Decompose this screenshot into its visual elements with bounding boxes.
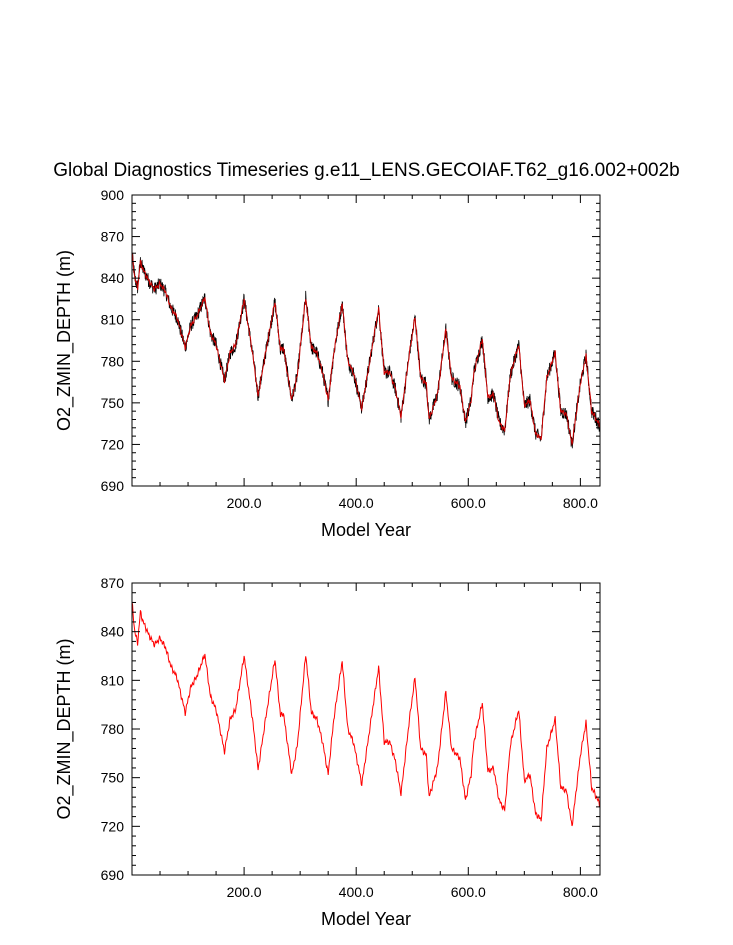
- x-tick-label: 800.0: [563, 495, 598, 511]
- y-tick-label: 870: [101, 229, 125, 245]
- y-axis-title: O2_ZMIN_DEPTH (m): [54, 638, 75, 819]
- chart-title: Global Diagnostics Timeseries g.e11_LENS…: [53, 160, 680, 181]
- y-tick-label: 720: [101, 436, 125, 452]
- series-line-monthly: [132, 251, 600, 449]
- x-tick-label: 400.0: [339, 495, 374, 511]
- y-axis-title: O2_ZMIN_DEPTH (m): [54, 250, 75, 431]
- y-tick-label: 840: [101, 624, 125, 640]
- x-tick-label: 400.0: [339, 884, 374, 900]
- x-tick-label: 600.0: [451, 495, 486, 511]
- y-tick-label: 810: [101, 672, 125, 688]
- series-line-annual-mean: [132, 252, 600, 446]
- x-tick-label: 200.0: [227, 495, 262, 511]
- x-axis-title: Model Year: [321, 520, 411, 540]
- x-axis-title: Model Year: [321, 909, 411, 929]
- x-tick-label: 600.0: [451, 884, 486, 900]
- y-tick-label: 870: [101, 575, 125, 591]
- plot-frame: [131, 194, 601, 487]
- y-tick-label: 810: [101, 312, 125, 328]
- y-tick-label: 690: [101, 867, 125, 883]
- top-panel: 200.0 400.0 600.0 800.0 690 720 750 780 810 840 87…: [54, 187, 601, 540]
- y-tick-label: 780: [101, 353, 125, 369]
- x-tick-label: 800.0: [563, 884, 598, 900]
- y-tick-label: 720: [101, 818, 125, 834]
- y-tick-label: 780: [101, 721, 125, 737]
- y-tick-label: 750: [101, 395, 125, 411]
- series-line-annual-mean: [132, 601, 600, 827]
- y-tick-label: 750: [101, 770, 125, 786]
- x-tick-label: 200.0: [227, 884, 262, 900]
- y-tick-label: 840: [101, 270, 125, 286]
- plot-frame: [131, 582, 601, 876]
- y-tick-label: 690: [101, 478, 125, 494]
- y-tick-label: 900: [101, 187, 125, 203]
- bottom-panel: 200.0 400.0 600.0 800.0 690 720 750 780 810 840 87…: [54, 575, 601, 929]
